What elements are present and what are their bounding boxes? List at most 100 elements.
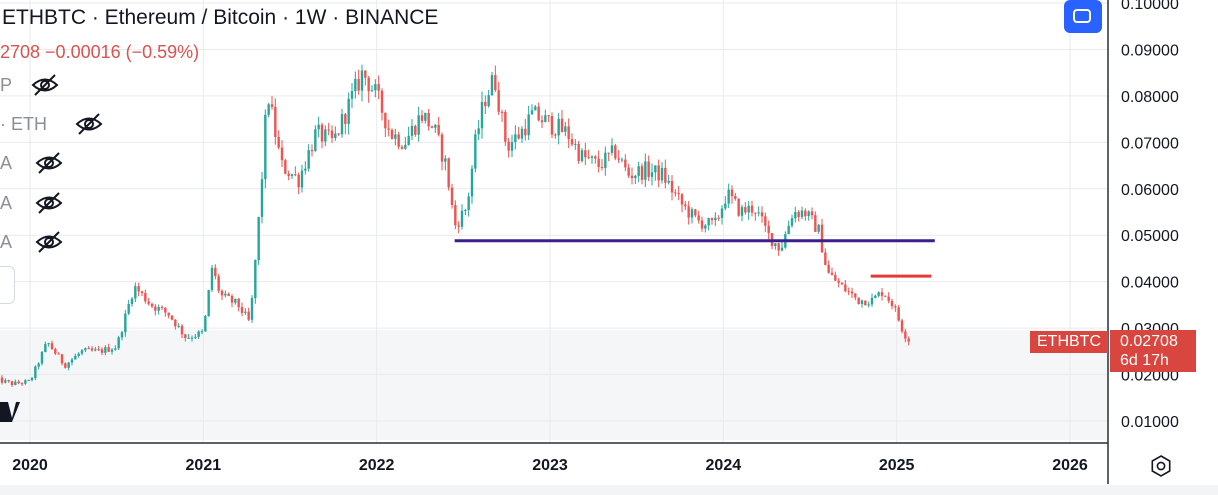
time-tick-label: 2025 [879,457,915,474]
candle-body [780,247,784,251]
candle-body [374,84,377,91]
candle-body [197,331,200,337]
time-tick-label: 2021 [186,457,222,474]
candle-body [897,307,900,321]
candle-body [730,189,734,197]
symbol-title[interactable]: ETHBTC · Ethereum / Bitcoin · 1W · BINAN… [2,6,439,29]
candle-body [654,165,657,173]
candle-body [674,192,677,194]
time-axis[interactable]: 2020 2021 2022 2023 2024 2025 2026 [12,457,1088,474]
candle-body [314,129,317,152]
candle-body [727,189,730,204]
legend-row[interactable]: · ETH [0,109,103,139]
candle-body [787,225,790,235]
side-panel-toggle[interactable] [0,266,15,304]
candle-body [210,267,214,290]
candle-body [680,194,684,205]
candle-body [577,143,580,161]
candle-body [134,286,137,299]
candle-body [704,225,707,229]
candle-body [537,106,540,121]
time-tick-label: 2022 [359,457,395,474]
candle-body [740,207,744,216]
price-tick-label: 0.09000 [1121,42,1179,59]
settings-icon[interactable] [1150,455,1172,477]
window-icon [1073,9,1091,23]
candle-body [87,348,90,350]
candle-body [80,350,84,354]
candle-body [617,158,620,160]
eye-off-icon[interactable] [34,151,64,180]
candle-body [767,225,770,233]
candle-body [464,209,467,211]
eye-off-icon[interactable] [34,191,64,220]
candle-body [827,264,830,273]
candle-body [184,334,187,338]
legend-row[interactable]: A [0,188,63,218]
candle-body [847,291,850,293]
candle-body [147,301,150,304]
horizontal-lines[interactable] [454,239,935,278]
candle-body [457,225,460,227]
candle-body [620,159,624,161]
time-tick-label: 2026 [1052,457,1088,474]
candle-body [420,115,424,121]
legend-row[interactable]: A [0,227,63,257]
candle-body [550,116,554,135]
eye-off-icon[interactable] [34,230,64,259]
candle-body [164,307,167,313]
candle-body [384,112,387,129]
candle-body [900,320,904,332]
candle-body [237,298,240,308]
candle-body [484,101,487,107]
candle-body [40,352,44,364]
candle-body [200,331,204,333]
candle-body [310,150,314,152]
last-price-label: 0.02708 6d 17h [1110,330,1196,372]
candle-body [494,75,497,91]
candle-body [160,306,164,308]
candle-body [904,331,907,339]
candle-body [744,207,747,213]
candle-body [754,212,757,214]
candle-body [280,147,284,161]
eye-off-icon[interactable] [74,112,104,141]
grid [0,0,1108,443]
candle-body [177,325,180,327]
candle-body [250,298,254,320]
candle-body [174,319,177,327]
candle-body [600,166,604,168]
candle-body [157,306,160,311]
candle-body [214,267,217,277]
candle-body [154,306,157,311]
candle-body [90,348,94,351]
candle-body [810,211,814,216]
price-tick-label: 0.06000 [1121,182,1179,199]
candle-body [534,106,537,111]
candle-body [800,210,804,217]
candle-body [460,210,464,227]
eye-off-icon[interactable] [30,73,60,102]
candle-body [140,291,144,293]
candle-body [427,112,430,127]
candle-body [587,157,590,159]
candle-body [814,215,817,232]
candle-body [547,115,550,117]
legend-row[interactable]: A [0,148,63,178]
candle-body [414,125,417,135]
price-change: 2708 −0.00016 (−0.59%) [0,42,200,62]
candle-body [380,90,384,113]
candle-body [37,363,40,367]
legend-row[interactable]: P [0,70,59,100]
candle-body [604,152,607,168]
candle-body [10,381,14,386]
candle-body [264,114,267,180]
candle-body [324,129,327,142]
price-tick-label: 0.08000 [1121,89,1179,106]
candle-body [317,124,320,130]
layout-button[interactable] [1064,0,1102,33]
candle-body [150,303,154,307]
candle-body [340,114,344,135]
candle-body [297,174,300,188]
